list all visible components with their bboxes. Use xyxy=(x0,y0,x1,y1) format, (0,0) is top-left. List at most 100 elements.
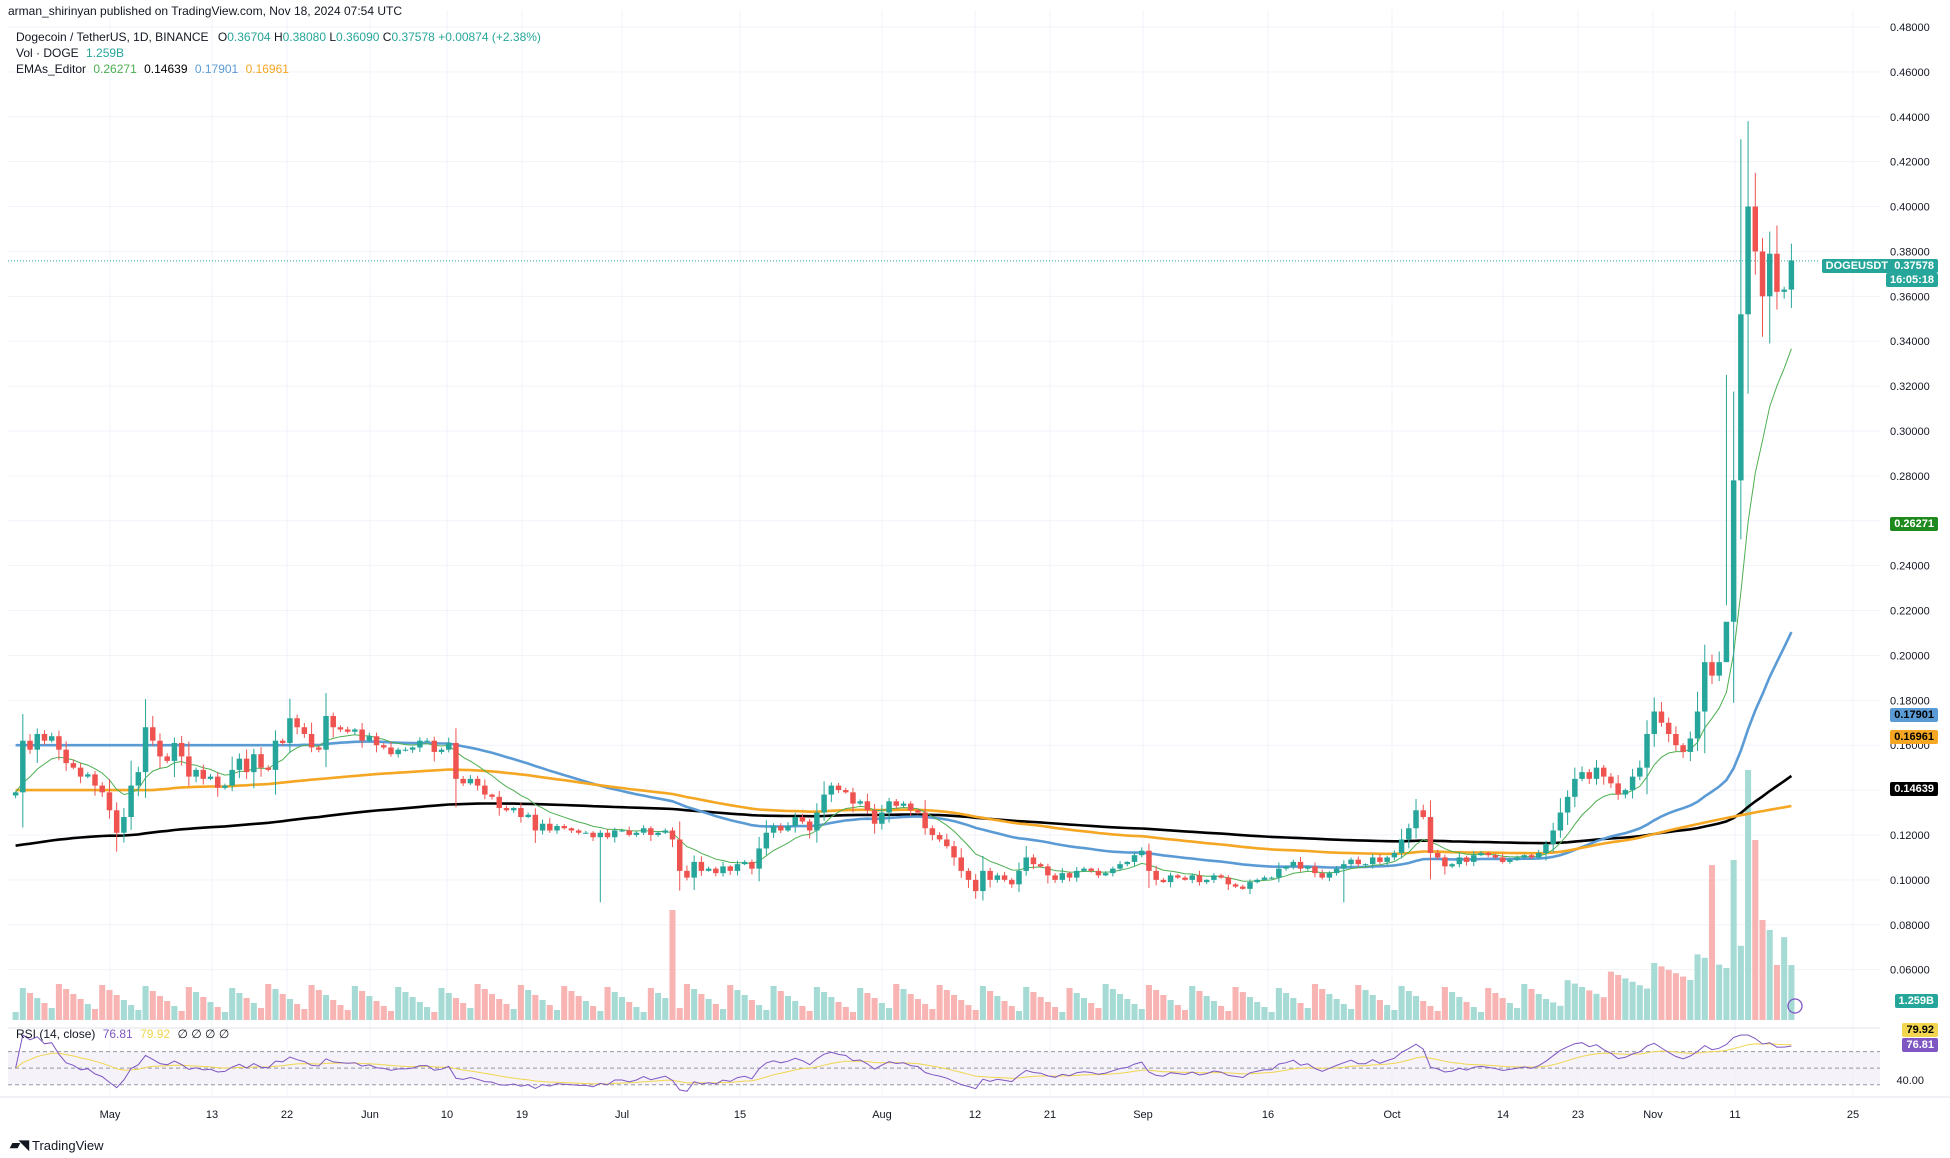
volume-bar xyxy=(517,985,524,1020)
candle-body xyxy=(1752,206,1759,252)
candle-body xyxy=(316,747,322,750)
price-tick-label: 0.46000 xyxy=(1890,67,1930,79)
volume-bar xyxy=(1355,985,1362,1020)
candle-body xyxy=(1088,868,1094,871)
volume-bar xyxy=(70,994,77,1020)
volume-bar xyxy=(460,1003,467,1020)
volume-bar xyxy=(1239,992,1246,1020)
candle-body xyxy=(756,848,762,869)
volume-bar xyxy=(626,1002,633,1020)
candle-body xyxy=(178,742,185,757)
candle-body xyxy=(1333,868,1340,874)
volume-bar xyxy=(265,984,272,1020)
volume-bar xyxy=(857,988,864,1020)
time-tick-label: 16 xyxy=(1262,1109,1274,1121)
candle-body xyxy=(1398,839,1405,853)
candle-body xyxy=(1550,830,1556,844)
volume-bar xyxy=(1246,997,1254,1020)
candle-body xyxy=(308,733,315,748)
candle-body xyxy=(424,740,430,742)
footer-brand: TradingView xyxy=(32,1137,104,1153)
time-tick-label: Jun xyxy=(361,1109,379,1121)
volume-bar xyxy=(655,993,662,1020)
volume-bar xyxy=(1708,865,1716,1020)
candle-body xyxy=(251,754,257,773)
volume-bar xyxy=(489,994,496,1020)
ema-legend[interactable]: EMAs_Editor 0.26271 0.14639 0.17901 0.16… xyxy=(16,62,289,76)
volume-bar xyxy=(611,992,618,1020)
candle-body xyxy=(568,828,575,831)
candle-body xyxy=(612,830,618,838)
time-axis[interactable]: May 13 22 Jun 10 19 Jul 15 Aug 12 21 Sep 16 Oct 14 23 No… xyxy=(0,998,1950,1121)
candle-body xyxy=(922,812,928,829)
volume-bar xyxy=(1023,987,1030,1020)
candle-body xyxy=(720,866,726,874)
volume-bar xyxy=(1311,984,1318,1020)
candle-body xyxy=(1709,662,1715,676)
volume-bar xyxy=(1680,976,1687,1020)
volume-bar xyxy=(1463,1002,1470,1020)
candle-body xyxy=(662,830,669,833)
candle-body xyxy=(1615,783,1621,795)
volume-bar xyxy=(1196,991,1203,1020)
candle-body xyxy=(1268,877,1275,879)
volume-bar xyxy=(424,1007,431,1020)
volume-bar xyxy=(1420,1001,1427,1020)
candle-body xyxy=(640,828,647,833)
volume-bar xyxy=(55,984,62,1020)
candle-body xyxy=(366,736,373,741)
candle-body xyxy=(1673,733,1679,746)
candle-body xyxy=(1637,767,1643,777)
volume-bar xyxy=(214,1007,221,1020)
volume-bar xyxy=(402,992,409,1020)
ema-black-line xyxy=(15,774,1793,847)
volume-bar xyxy=(496,999,503,1020)
volume-bar xyxy=(950,995,958,1020)
candle-body xyxy=(85,774,91,777)
volume-bar xyxy=(1145,985,1152,1020)
candle-body xyxy=(1254,879,1260,883)
volume-bar xyxy=(987,991,994,1020)
volume-bar xyxy=(34,998,41,1020)
candle-body xyxy=(1348,859,1354,865)
candle-body xyxy=(1499,857,1506,862)
candle-body xyxy=(1485,852,1491,856)
candle-body xyxy=(539,823,546,831)
candle-body xyxy=(1478,852,1484,856)
volume-bar xyxy=(979,986,986,1020)
candle-body xyxy=(1283,866,1289,869)
symbol-legend[interactable]: Dogecoin / TetherUS, 1D, BINANCE O0.3670… xyxy=(16,30,541,44)
volume-legend[interactable]: Vol · DOGE 1.259B xyxy=(16,46,124,60)
candle-body xyxy=(1492,855,1499,858)
price-axis[interactable]: 0.48000 0.46000 0.44000 0.42000 0.40000 0.380… xyxy=(1890,22,1930,977)
volume-bar xyxy=(1449,992,1456,1020)
rsi-legend[interactable]: RSI (14, close) 76.81 79.92 ∅ ∅ ∅ ∅ xyxy=(16,1027,229,1041)
candle-body xyxy=(207,776,214,779)
candle-body xyxy=(1600,767,1607,777)
volume-bar xyxy=(1391,1010,1398,1020)
footer[interactable]: ▰◥ TradingView xyxy=(10,1137,104,1153)
price-tick-label: 0.22000 xyxy=(1890,606,1930,618)
candle-body xyxy=(1766,253,1773,297)
candle-body xyxy=(583,832,589,834)
rsi-line xyxy=(15,1034,1792,1092)
candle-body xyxy=(1384,857,1390,862)
candle-body xyxy=(1680,745,1686,752)
volume-bar xyxy=(128,1005,135,1020)
candle-body xyxy=(749,861,755,869)
volume-bar xyxy=(1412,996,1420,1020)
candle-body xyxy=(1665,722,1672,734)
volume-bar xyxy=(669,910,676,1020)
volume-bar xyxy=(1622,978,1629,1020)
volume-bar xyxy=(1261,1007,1268,1020)
candle-body xyxy=(965,870,972,880)
volume-bar xyxy=(481,989,488,1020)
candles xyxy=(12,121,1795,903)
candle-body xyxy=(453,742,459,779)
volume-bar xyxy=(344,1010,351,1020)
candle-body xyxy=(1629,776,1636,791)
volume-bar xyxy=(727,985,734,1020)
candle-body xyxy=(1059,873,1066,880)
volume-bar xyxy=(1528,989,1535,1020)
candle-body xyxy=(1507,859,1513,862)
